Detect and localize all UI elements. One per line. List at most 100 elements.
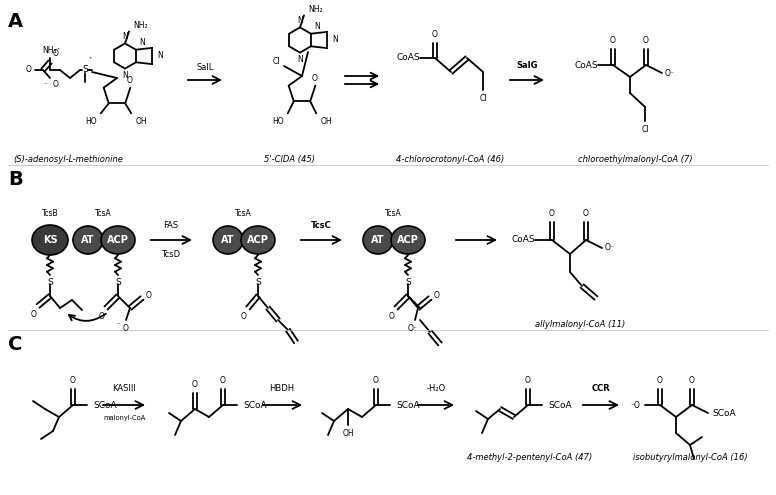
Text: O: O — [241, 312, 247, 321]
Text: O⁻: O⁻ — [605, 244, 615, 252]
Text: OH: OH — [135, 117, 147, 126]
Text: O: O — [689, 376, 695, 385]
Text: O⁻: O⁻ — [408, 324, 418, 333]
Text: S: S — [47, 278, 53, 287]
Text: O: O — [126, 76, 133, 85]
Text: isobutyrylmalonyl-CoA (16): isobutyrylmalonyl-CoA (16) — [632, 453, 747, 462]
Text: CCR: CCR — [591, 384, 611, 393]
Text: SalL: SalL — [196, 63, 213, 72]
Text: O: O — [432, 30, 438, 39]
Text: N: N — [122, 32, 128, 42]
Text: S: S — [82, 65, 88, 75]
Text: Cl: Cl — [272, 57, 280, 66]
Ellipse shape — [73, 226, 103, 254]
Text: TcsC: TcsC — [310, 221, 331, 230]
Text: O: O — [583, 209, 589, 218]
Text: ACP: ACP — [107, 235, 129, 245]
Text: TcsB: TcsB — [42, 209, 58, 218]
Text: O: O — [123, 324, 129, 333]
Text: CoAS: CoAS — [397, 53, 420, 62]
Text: SalG: SalG — [516, 61, 538, 70]
Text: TcsA: TcsA — [234, 209, 251, 218]
Text: SCoA: SCoA — [712, 408, 736, 417]
Text: B: B — [8, 170, 23, 189]
Text: O: O — [389, 312, 395, 321]
Text: 4-chlorocrotonyl-CoA (46): 4-chlorocrotonyl-CoA (46) — [396, 155, 504, 164]
Ellipse shape — [101, 226, 135, 254]
Text: FAS: FAS — [164, 221, 178, 230]
Text: O: O — [53, 49, 59, 58]
Text: HO: HO — [85, 117, 97, 126]
Text: O: O — [312, 74, 317, 83]
Text: OH: OH — [320, 117, 332, 126]
Text: O: O — [53, 80, 59, 89]
Text: S: S — [255, 278, 261, 287]
Text: ⁻: ⁻ — [43, 82, 47, 88]
Text: NH₃: NH₃ — [43, 46, 57, 55]
Text: N: N — [122, 71, 128, 80]
Text: O: O — [434, 291, 440, 299]
Text: O: O — [549, 209, 555, 218]
Text: NH₂: NH₂ — [308, 5, 323, 14]
Text: O: O — [26, 65, 32, 75]
Text: N: N — [139, 38, 144, 47]
Ellipse shape — [363, 226, 393, 254]
Text: N: N — [297, 16, 303, 25]
Text: SCoA: SCoA — [396, 400, 420, 409]
Text: S: S — [115, 278, 121, 287]
Text: NH₂: NH₂ — [133, 21, 147, 30]
Text: O: O — [220, 376, 226, 385]
Text: ⁻: ⁻ — [116, 322, 120, 328]
Text: HO: HO — [272, 117, 284, 126]
Text: AT: AT — [221, 235, 235, 245]
Text: AT: AT — [371, 235, 385, 245]
Text: O: O — [192, 380, 198, 389]
Text: O: O — [525, 376, 531, 385]
Text: TcsA: TcsA — [95, 209, 112, 218]
Ellipse shape — [391, 226, 425, 254]
Text: TcsD: TcsD — [161, 250, 181, 259]
Text: N: N — [332, 36, 338, 45]
Text: CoAS: CoAS — [574, 60, 598, 69]
Text: C: C — [8, 335, 23, 354]
Text: SCoA: SCoA — [93, 400, 116, 409]
Text: 4-methyl-2-pentenyl-CoA (47): 4-methyl-2-pentenyl-CoA (47) — [467, 453, 593, 462]
Ellipse shape — [213, 226, 243, 254]
Text: CoAS: CoAS — [511, 236, 535, 245]
Text: ⁺: ⁺ — [89, 57, 92, 62]
Text: KS: KS — [43, 235, 57, 245]
Text: ⁻O: ⁻O — [630, 400, 640, 409]
Text: chloroethylmalonyl-CoA (7): chloroethylmalonyl-CoA (7) — [577, 155, 692, 164]
Text: O: O — [643, 36, 649, 45]
Text: 5'-ClDA (45): 5'-ClDA (45) — [265, 155, 316, 164]
Text: O: O — [373, 376, 379, 385]
Ellipse shape — [241, 226, 275, 254]
Text: SCoA: SCoA — [243, 400, 267, 409]
Text: O⁻: O⁻ — [665, 68, 675, 78]
Text: O: O — [70, 376, 76, 385]
Ellipse shape — [32, 225, 68, 255]
Text: ⁺: ⁺ — [57, 48, 61, 53]
Text: Cl: Cl — [480, 94, 487, 103]
Text: O: O — [146, 291, 152, 299]
Text: allylmalonyl-CoA (11): allylmalonyl-CoA (11) — [535, 320, 625, 329]
Text: OH: OH — [342, 429, 354, 438]
Text: N: N — [314, 22, 320, 31]
Text: Cl: Cl — [641, 125, 649, 134]
Text: AT: AT — [81, 235, 95, 245]
Text: SCoA: SCoA — [548, 400, 572, 409]
Text: O: O — [99, 312, 105, 321]
Text: KASIII: KASIII — [112, 384, 136, 393]
Text: O: O — [31, 310, 37, 319]
Text: TcsA: TcsA — [385, 209, 401, 218]
Text: N: N — [157, 51, 163, 60]
Text: O: O — [610, 36, 616, 45]
Text: O: O — [657, 376, 663, 385]
Text: (S)-adenosyl-L-methionine: (S)-adenosyl-L-methionine — [13, 155, 123, 164]
Text: A: A — [8, 12, 23, 31]
Text: malonyl-CoA: malonyl-CoA — [103, 415, 145, 421]
Text: -H₂O: -H₂O — [426, 384, 445, 393]
Text: HBDH: HBDH — [269, 384, 295, 393]
Text: ACP: ACP — [397, 235, 419, 245]
Text: S: S — [405, 278, 411, 287]
